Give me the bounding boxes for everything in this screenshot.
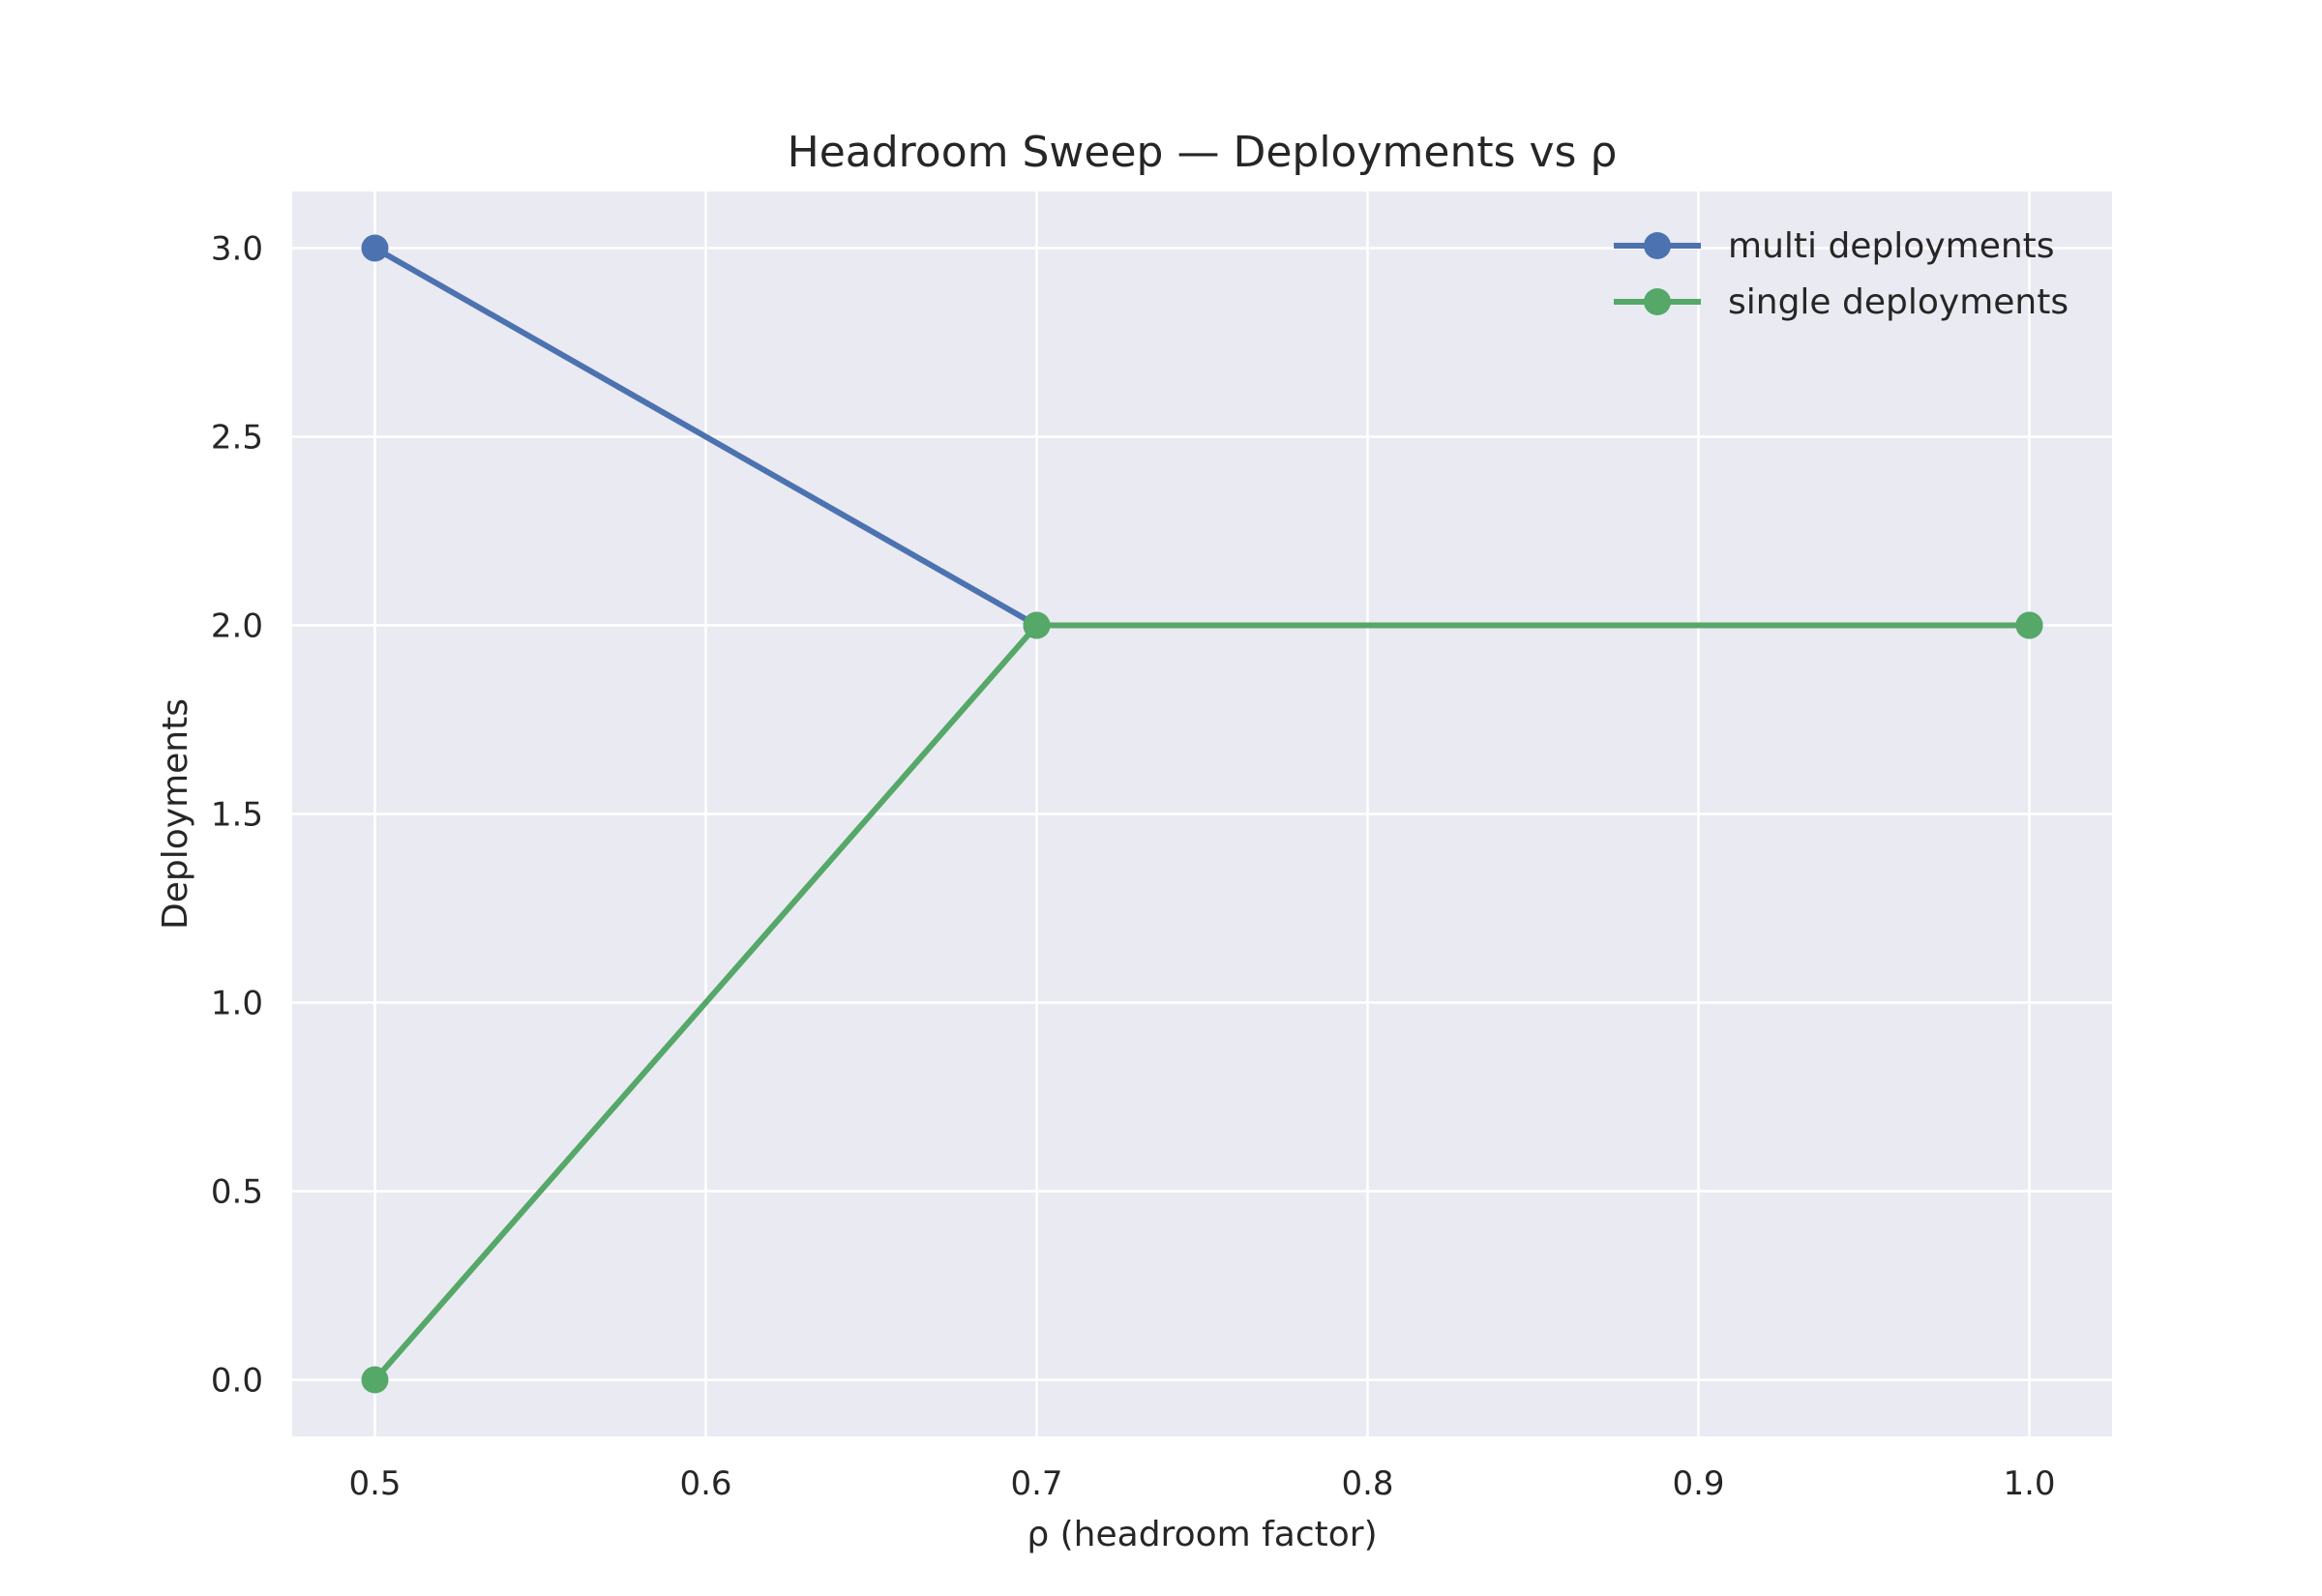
series-layer [361,234,2043,1394]
y-axis-ticks: 0.0 0.5 1.0 1.5 2.0 2.5 3.0 [211,230,263,1401]
x-tick-label: 0.6 [679,1464,731,1503]
x-tick-label: 0.8 [1341,1464,1393,1503]
x-tick-label: 1.0 [2003,1464,2055,1503]
legend-label: single deployments [1728,282,2069,322]
legend-item: multi deployments [1614,226,2055,266]
x-tick-label: 0.7 [1010,1464,1062,1503]
chart-title: Headroom Sweep — Deployments vs ρ [788,128,1618,177]
y-axis-label: Deployments [156,698,195,930]
legend-swatch-marker [1644,232,1671,259]
x-tick-label: 0.9 [1672,1464,1724,1503]
y-tick-label: 1.0 [211,985,263,1023]
y-tick-label: 2.0 [211,607,263,646]
legend-swatch-marker [1644,288,1671,315]
data-point [2015,611,2043,639]
data-point [361,1366,389,1394]
x-axis-label: ρ (headroom factor) [1027,1515,1377,1554]
data-point [361,234,389,262]
y-tick-label: 1.5 [211,796,263,835]
x-tick-label: 0.5 [348,1464,401,1503]
legend-label: multi deployments [1728,226,2055,266]
data-point [1023,611,1051,639]
y-tick-label: 0.0 [211,1362,263,1401]
y-tick-label: 2.5 [211,419,263,458]
legend: multi deployments single deployments [1614,226,2069,322]
legend-item: single deployments [1614,282,2069,322]
y-tick-label: 0.5 [211,1173,263,1212]
x-axis-ticks: 0.5 0.6 0.7 0.8 0.9 1.0 [348,1464,2055,1503]
series-single [361,611,2043,1394]
y-tick-label: 3.0 [211,230,263,269]
